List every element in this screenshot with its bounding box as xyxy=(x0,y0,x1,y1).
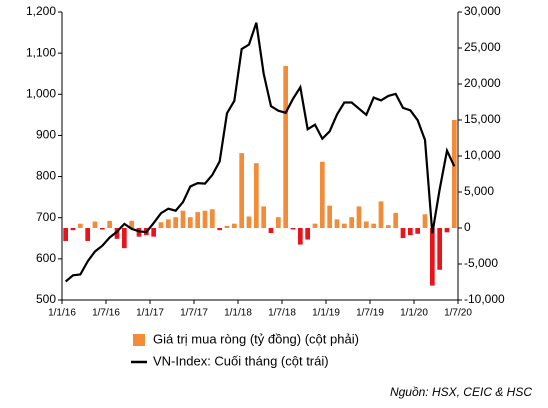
bar xyxy=(429,228,435,286)
bar xyxy=(451,120,457,228)
bar xyxy=(385,225,391,228)
y2-tick-label: 10,000 xyxy=(464,148,501,162)
bar xyxy=(173,217,179,228)
y2-tick-label: 25,000 xyxy=(464,40,501,54)
x-tick-label: 1/7/17 xyxy=(180,308,208,319)
bar xyxy=(261,206,267,228)
bar xyxy=(77,223,83,228)
line xyxy=(64,22,456,283)
bar xyxy=(415,228,421,234)
bar xyxy=(400,228,406,239)
x-tick-label: 1/1/17 xyxy=(136,308,164,319)
bar xyxy=(217,228,223,231)
bar xyxy=(121,228,127,249)
bar xyxy=(70,228,76,231)
x-tick-label: 1/1/18 xyxy=(224,308,252,319)
bar xyxy=(85,228,91,241)
source: Nguồn: HSX, CEIC & HSC xyxy=(390,385,532,399)
y2-tick-label: 15,000 xyxy=(464,112,501,126)
x-tick-label: 1/1/19 xyxy=(312,308,340,319)
bar xyxy=(224,225,230,228)
bar xyxy=(327,205,333,228)
x-tick-label: 1/1/16 xyxy=(48,308,76,319)
bar xyxy=(129,220,135,228)
bar xyxy=(407,228,413,236)
bar xyxy=(378,201,384,228)
y2-tick-label: 30,000 xyxy=(464,4,501,18)
bar xyxy=(180,210,186,228)
bar xyxy=(297,228,303,245)
bar xyxy=(202,210,208,228)
bar xyxy=(63,228,69,241)
bar xyxy=(422,214,428,228)
x-tick-label: 1/7/18 xyxy=(268,308,296,319)
bar xyxy=(239,153,245,228)
bar xyxy=(231,223,237,228)
bar xyxy=(290,228,296,230)
y2-tick-label: 0 xyxy=(464,220,471,234)
x-tick-label: 1/7/20 xyxy=(444,308,472,319)
bar xyxy=(363,221,369,228)
y-tick-label: 900 xyxy=(36,128,56,142)
bar xyxy=(312,223,318,228)
y2-tick-label: -5,000 xyxy=(464,256,498,270)
bar xyxy=(349,217,355,228)
y2-tick-label: 20,000 xyxy=(464,76,501,90)
bar xyxy=(393,212,399,228)
bar xyxy=(158,222,164,228)
bar xyxy=(341,223,347,228)
y-tick-label: 600 xyxy=(36,251,56,265)
y2-tick-label: 5,000 xyxy=(464,184,494,198)
bar xyxy=(253,163,259,228)
legend-swatch xyxy=(133,334,145,346)
bar xyxy=(165,219,171,228)
x-tick-label: 1/1/20 xyxy=(400,308,428,319)
y-tick-label: 1,000 xyxy=(26,86,56,100)
y-tick-label: 1,100 xyxy=(26,45,56,59)
y-tick-label: 700 xyxy=(36,210,56,224)
bar xyxy=(114,228,120,239)
legend-label: VN-Index: Cuối tháng (cột trái) xyxy=(153,353,329,368)
y-tick-label: 800 xyxy=(36,169,56,183)
bar xyxy=(275,217,281,228)
bar xyxy=(99,228,105,230)
bar xyxy=(246,216,252,228)
bar xyxy=(305,228,311,240)
bar xyxy=(187,217,193,228)
legend-label: Giá trị mua ròng (tỷ đồng) (cột phải) xyxy=(153,331,359,346)
bar xyxy=(195,212,201,228)
bar xyxy=(283,66,289,228)
bar xyxy=(319,161,325,228)
bar xyxy=(107,220,113,228)
y-tick-label: 500 xyxy=(36,292,56,306)
y-tick-label: 1,200 xyxy=(26,4,56,18)
x-tick-label: 1/7/19 xyxy=(356,308,384,319)
bar xyxy=(444,228,450,233)
x-tick-label: 1/7/16 xyxy=(92,308,120,319)
y2-tick-label: -10,000 xyxy=(464,292,505,306)
bar xyxy=(268,228,274,234)
bar xyxy=(437,228,443,270)
bar xyxy=(334,219,340,228)
bar xyxy=(209,209,215,228)
bar xyxy=(92,221,98,228)
bar xyxy=(371,223,377,228)
bar xyxy=(356,206,362,228)
bar xyxy=(151,228,157,237)
